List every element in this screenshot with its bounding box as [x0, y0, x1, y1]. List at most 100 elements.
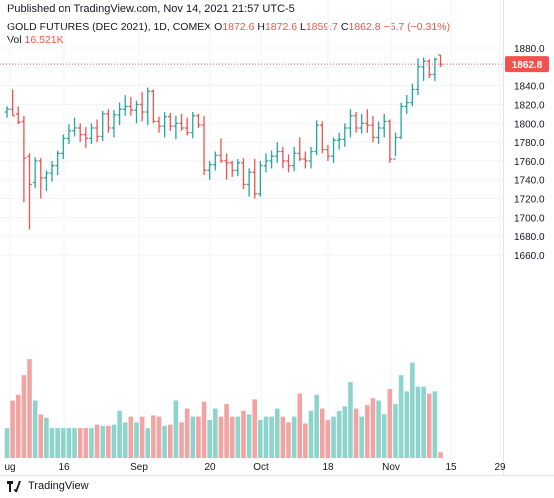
volume-bar [415, 386, 421, 458]
ohlc-bar [365, 109, 370, 133]
volume-bar [145, 428, 151, 458]
volume-bar [122, 422, 128, 458]
volume-bar [398, 375, 404, 458]
ohlc-bar [156, 116, 162, 133]
ohlc-bar [100, 111, 106, 142]
ohlc-bar [201, 115, 207, 176]
time-tick-label: 29 [494, 462, 506, 473]
tradingview-logo[interactable]: TradingView [7, 480, 89, 492]
ohlc-bar [303, 151, 308, 169]
volume-bar [297, 393, 303, 458]
ohlc-bar [393, 132, 398, 160]
volume-bar [173, 400, 179, 458]
time-tick-label: 15 [445, 462, 457, 473]
ohlc-bar [218, 138, 224, 163]
ohlc-bar [10, 89, 15, 117]
low-value: 1859.7 [305, 21, 338, 33]
volume-bar [331, 416, 336, 458]
price-tick-label: 1800.0 [514, 119, 545, 130]
ohlc-bar [404, 95, 410, 114]
volume-bar [196, 416, 201, 458]
volume-bar [10, 400, 15, 458]
volume-bar [359, 416, 364, 458]
time-tick-label: ug [4, 462, 15, 473]
volume-bar [381, 414, 387, 458]
volume-bar [55, 428, 60, 458]
ohlc-bar [286, 154, 291, 173]
ohlc-bar [207, 160, 212, 180]
volume-bar [336, 410, 342, 458]
volume-bar [139, 416, 145, 458]
volume-bar [303, 423, 308, 458]
volume-bar [438, 452, 443, 458]
time-tick-label: 16 [58, 462, 70, 473]
ohlc-bar [252, 159, 258, 199]
last-price-value: 1862.8 [512, 60, 543, 71]
volume-bar [224, 403, 229, 458]
volume-bar [201, 401, 207, 458]
time-axis[interactable]: ug 16 Sep 20 Oct 18 Nov 15 29 [4, 462, 506, 473]
grid-lines [0, 0, 503, 458]
ohlc-bar [319, 121, 325, 154]
ohlc-bar [258, 160, 263, 197]
volume-bar [128, 416, 134, 458]
ohlc-bar [184, 117, 190, 136]
price-tick-label: 1680.0 [514, 232, 545, 243]
ohlc-bar [83, 127, 89, 148]
ohlc-bar [421, 57, 426, 81]
volume-bar [342, 406, 348, 458]
volume-bar [291, 416, 297, 458]
price-tick-label: 1780.0 [514, 138, 545, 149]
ohlc-bar [167, 112, 173, 131]
price-chart[interactable]: 1660.0 1680.0 1700.0 1720.0 1740.0 1760.0 1780… [0, 0, 554, 476]
tradingview-logo-icon [7, 480, 23, 492]
volume-bar [94, 424, 100, 458]
low-label: L [300, 21, 306, 33]
volume-bar [280, 416, 286, 458]
price-tick-label: 1720.0 [514, 195, 545, 206]
ohlc-bar [410, 83, 415, 107]
ohlc-bar [134, 100, 139, 124]
volume-bars [4, 359, 443, 458]
price-axis[interactable]: 1660.0 1680.0 1700.0 1720.0 1740.0 1760.0 1780… [514, 44, 545, 262]
volume-bar [393, 403, 398, 458]
last-price-badge-bg [505, 56, 549, 73]
volume-bar [348, 382, 353, 458]
volume-bar [370, 398, 376, 458]
ohlc-bar [190, 111, 196, 139]
ohlc-bar [162, 111, 167, 138]
volume-bar [167, 424, 173, 458]
volume-bar [410, 362, 415, 458]
volume-legend: Vol 16.521K [7, 34, 64, 46]
published-caption: Published on TradingView.com, Nov 14, 20… [7, 3, 295, 15]
ohlc-bar [128, 96, 134, 116]
volume-bar [44, 417, 49, 458]
volume-bar [252, 399, 258, 458]
volume-bar [314, 394, 319, 458]
ohlc-bar [291, 146, 297, 172]
volume-bar [117, 410, 122, 458]
volume-bar [269, 416, 274, 458]
price-tick-label: 1880.0 [514, 44, 545, 55]
ohlc-bar [297, 137, 303, 161]
volume-bar [218, 416, 224, 458]
ohlc-bar [196, 113, 201, 128]
tradingview-brand: TradingView [28, 480, 89, 492]
volume-bar [426, 393, 432, 458]
ohlc-bar [263, 153, 269, 173]
ohlc-bar [44, 170, 49, 192]
volume-bar [100, 425, 106, 458]
ohlc-bar [274, 142, 280, 163]
volume-bar [213, 408, 218, 458]
volume-bar [4, 428, 10, 458]
ohlc-bar [224, 153, 229, 180]
volume-bar [274, 408, 280, 458]
symbol-name: GOLD FUTURES (DEC 2021), 1D, COMEX [7, 21, 212, 33]
volume-bar [15, 394, 21, 458]
volume-bar [27, 359, 32, 458]
ohlc-bar [61, 134, 66, 160]
ohlc-bar [376, 121, 381, 144]
ohlc-bar [387, 119, 393, 163]
volume-bar [179, 422, 184, 458]
volume-bar [353, 408, 359, 458]
